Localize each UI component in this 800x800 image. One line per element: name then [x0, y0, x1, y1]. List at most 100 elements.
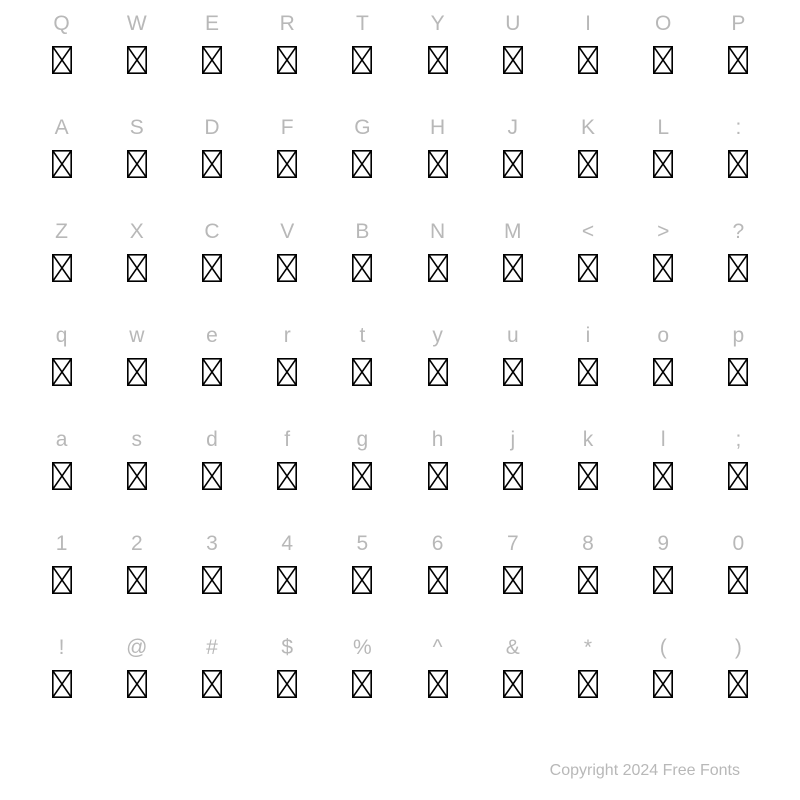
glyph-label: 9	[657, 528, 669, 560]
glyph-label: U	[505, 8, 520, 40]
glyph-label: t	[359, 320, 365, 352]
glyph-label: X	[130, 216, 144, 248]
missing-glyph-icon	[578, 566, 598, 594]
missing-glyph-icon	[202, 254, 222, 282]
glyph-label: I	[585, 8, 591, 40]
glyph-label: L	[657, 112, 669, 144]
glyph-label: D	[204, 112, 219, 144]
glyph-cell: O	[626, 8, 701, 112]
missing-glyph-icon	[728, 670, 748, 698]
glyph-label: 8	[582, 528, 594, 560]
missing-glyph-icon	[428, 150, 448, 178]
missing-glyph-icon	[503, 462, 523, 490]
glyph-label: Z	[55, 216, 68, 248]
glyph-label: A	[55, 112, 69, 144]
glyph-cell: ^	[400, 632, 475, 736]
missing-glyph-icon	[277, 254, 297, 282]
missing-glyph-icon	[578, 462, 598, 490]
glyph-label: W	[127, 8, 147, 40]
missing-glyph-icon	[127, 254, 147, 282]
glyph-label: E	[205, 8, 219, 40]
glyph-label: $	[281, 632, 293, 664]
missing-glyph-icon	[653, 46, 673, 74]
glyph-cell: ?	[701, 216, 776, 320]
missing-glyph-icon	[202, 462, 222, 490]
missing-glyph-icon	[52, 46, 72, 74]
glyph-label: @	[126, 632, 147, 664]
glyph-cell: 1	[24, 528, 99, 632]
glyph-label: #	[206, 632, 218, 664]
glyph-cell: e	[174, 320, 249, 424]
glyph-label: w	[129, 320, 144, 352]
missing-glyph-icon	[127, 150, 147, 178]
missing-glyph-icon	[352, 46, 372, 74]
glyph-label: s	[132, 424, 143, 456]
glyph-cell: N	[400, 216, 475, 320]
glyph-cell: E	[174, 8, 249, 112]
glyph-cell: a	[24, 424, 99, 528]
glyph-label: &	[506, 632, 520, 664]
glyph-cell: j	[475, 424, 550, 528]
missing-glyph-icon	[202, 566, 222, 594]
glyph-cell: F	[250, 112, 325, 216]
glyph-cell: V	[250, 216, 325, 320]
glyph-cell: G	[325, 112, 400, 216]
missing-glyph-icon	[202, 150, 222, 178]
glyph-label: S	[130, 112, 144, 144]
missing-glyph-icon	[503, 46, 523, 74]
glyph-cell: X	[99, 216, 174, 320]
glyph-cell: %	[325, 632, 400, 736]
glyph-label: :	[735, 112, 741, 144]
glyph-cell: *	[550, 632, 625, 736]
missing-glyph-icon	[352, 358, 372, 386]
glyph-cell: H	[400, 112, 475, 216]
missing-glyph-icon	[352, 670, 372, 698]
glyph-label: h	[432, 424, 444, 456]
glyph-cell: k	[550, 424, 625, 528]
glyph-label: 3	[206, 528, 218, 560]
missing-glyph-icon	[428, 462, 448, 490]
glyph-label: d	[206, 424, 218, 456]
glyph-cell: $	[250, 632, 325, 736]
glyph-label: 2	[131, 528, 143, 560]
glyph-cell: f	[250, 424, 325, 528]
glyph-label: N	[430, 216, 445, 248]
glyph-label: R	[280, 8, 295, 40]
glyph-cell: L	[626, 112, 701, 216]
glyph-cell: Q	[24, 8, 99, 112]
glyph-cell: U	[475, 8, 550, 112]
missing-glyph-icon	[503, 150, 523, 178]
glyph-cell: p	[701, 320, 776, 424]
missing-glyph-icon	[428, 46, 448, 74]
missing-glyph-icon	[127, 670, 147, 698]
glyph-cell: h	[400, 424, 475, 528]
glyph-label: C	[204, 216, 219, 248]
glyph-label: 4	[281, 528, 293, 560]
glyph-cell: 9	[626, 528, 701, 632]
missing-glyph-icon	[728, 358, 748, 386]
missing-glyph-icon	[52, 566, 72, 594]
missing-glyph-icon	[52, 150, 72, 178]
glyph-cell: A	[24, 112, 99, 216]
glyph-label: )	[735, 632, 742, 664]
glyph-label: ?	[733, 216, 745, 248]
glyph-cell: >	[626, 216, 701, 320]
glyph-cell: T	[325, 8, 400, 112]
copyright-footer: Copyright 2024 Free Fonts	[550, 762, 740, 780]
missing-glyph-icon	[503, 566, 523, 594]
missing-glyph-icon	[578, 254, 598, 282]
missing-glyph-icon	[277, 150, 297, 178]
glyph-cell: W	[99, 8, 174, 112]
glyph-cell: C	[174, 216, 249, 320]
missing-glyph-icon	[578, 670, 598, 698]
glyph-cell: q	[24, 320, 99, 424]
glyph-cell: 6	[400, 528, 475, 632]
missing-glyph-icon	[277, 566, 297, 594]
missing-glyph-icon	[653, 670, 673, 698]
missing-glyph-icon	[653, 358, 673, 386]
glyph-label: 0	[733, 528, 745, 560]
glyph-label: k	[583, 424, 594, 456]
glyph-cell: Y	[400, 8, 475, 112]
glyph-cell: R	[250, 8, 325, 112]
missing-glyph-icon	[52, 462, 72, 490]
